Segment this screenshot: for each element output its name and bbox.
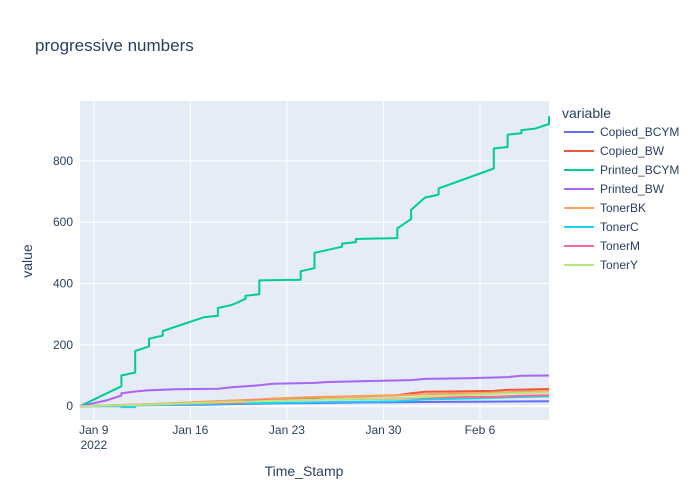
legend-label: Printed_BCYM (600, 163, 679, 177)
legend-label: Copied_BW (600, 144, 665, 158)
y-tick-label: 0 (66, 399, 73, 413)
series-line-printed-bw (79, 374, 550, 408)
legend-label: TonerM (600, 239, 640, 253)
legend-item[interactable]: Printed_BCYM (564, 163, 679, 177)
legend-item[interactable]: Printed_BW (564, 182, 665, 196)
gridlines (80, 101, 549, 420)
x-tick-label: Jan 23 (269, 423, 305, 437)
y-tick-label: 800 (53, 154, 73, 168)
y-tick-label: 600 (53, 215, 73, 229)
legend-item[interactable]: TonerY (564, 258, 638, 272)
legend-label: TonerC (600, 220, 639, 234)
x-tick-label: Jan 30 (365, 423, 401, 437)
y-axis-title: value (19, 244, 35, 278)
legend-title: variable (562, 105, 611, 121)
y-tick-label: 400 (53, 277, 73, 291)
legend-label: TonerY (600, 258, 638, 272)
legend-label: TonerBK (600, 201, 646, 215)
series-line-tonerc (80, 395, 550, 409)
legend-item[interactable]: TonerBK (564, 201, 646, 215)
x-tick-label: Jan 16 (172, 423, 208, 437)
x-tick-label: Feb 6 (465, 423, 496, 437)
x-tick-sublabel: 2022 (80, 438, 107, 452)
legend[interactable]: variable Copied_BCYM Copied_BW Printed_BCY… (562, 105, 679, 272)
y-axis-ticks: 0 200 400 600 800 (53, 154, 73, 413)
series-line-tonery (79, 391, 550, 408)
series-lines (79, 116, 550, 409)
legend-item[interactable]: TonerM (564, 239, 640, 253)
x-axis-title: Time_Stamp (265, 463, 344, 479)
legend-item[interactable]: Copied_BW (564, 144, 665, 158)
y-tick-label: 200 (53, 338, 73, 352)
legend-label: Copied_BCYM (600, 125, 679, 139)
chart-title: progressive numbers (35, 36, 194, 55)
series-line-printed-bcym (79, 116, 550, 408)
legend-item[interactable]: Copied_BCYM (564, 125, 679, 139)
legend-item[interactable]: TonerC (564, 220, 639, 234)
legend-label: Printed_BW (600, 182, 665, 196)
x-tick-label: Jan 9 (79, 423, 109, 437)
